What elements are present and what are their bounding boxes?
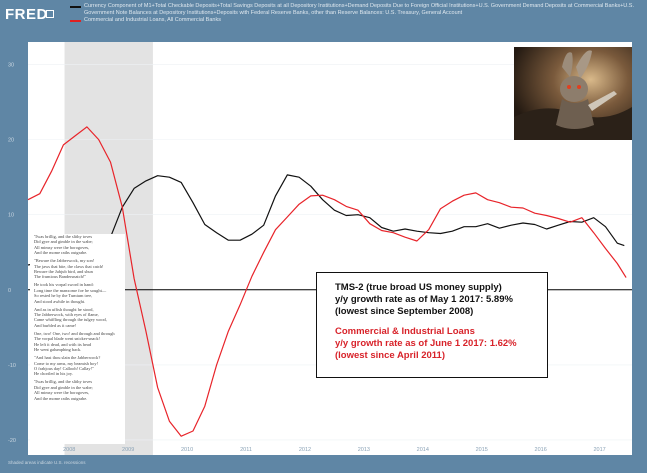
rabbit-thumbnail: [514, 47, 632, 140]
tms-annotation: TMS-2 (true broad US money supply) y/y g…: [335, 282, 547, 318]
y-tick-label: 10: [8, 213, 14, 219]
rabbit-picture: [514, 47, 632, 140]
legend: Currency Component of M1+Total Checkable…: [70, 3, 642, 24]
y-tick-label: -10: [8, 363, 16, 369]
y-tick-label: 0: [8, 288, 11, 294]
footer-source: Shaded areas indicate U.S. recessions: [8, 460, 86, 465]
x-tick-label: 2008: [63, 447, 75, 453]
x-tick-label: 2011: [240, 447, 252, 453]
x-tick-label: 2017: [593, 447, 605, 453]
chart-header: FRED Currency Component of M1+Total Chec…: [0, 0, 647, 40]
y-tick-label: -20: [8, 438, 16, 444]
poem-stanza: One, two! One, two! and through and thro…: [34, 330, 115, 353]
fred-logo-icon: [46, 10, 54, 18]
ci-line: y/y growth rate as of June 1 2017: 1.62%: [335, 338, 517, 349]
x-tick-label: 2013: [358, 447, 370, 453]
series-line-tms: [27, 174, 625, 266]
poem-stanza: He took his vorpal sword in hand: Long t…: [34, 282, 107, 304]
poem-stanza: 'Twas brillig, and the slithy toves Did …: [34, 379, 93, 401]
ci-line: Commercial & Industrial Loans: [335, 326, 475, 337]
x-tick-label: 2015: [476, 447, 488, 453]
poem-stanza: And as in uffish thought he stood, The J…: [34, 306, 107, 328]
fred-logo: FRED: [5, 6, 48, 23]
series-line-ci: [27, 126, 627, 437]
legend-entry-tms: Currency Component of M1+Total Checkable…: [70, 3, 642, 17]
tms-line: y/y growth rate as of May 1 2017: 5.89%: [335, 294, 513, 305]
poem-stanza: 'Twas brillig, and the slithy toves Did …: [34, 234, 93, 256]
x-tick-label: 2014: [417, 447, 429, 453]
legend-swatch-tms: [70, 6, 81, 8]
tms-line: TMS-2 (true broad US money supply): [335, 282, 502, 293]
poem-stanza: "Beware the Jabberwock, my son! The jaws…: [34, 258, 104, 280]
x-tick-label: 2010: [181, 447, 193, 453]
x-tick-label: 2009: [122, 447, 134, 453]
ci-annotation: Commercial & Industrial Loans y/y growth…: [335, 326, 547, 362]
legend-label-tms: Currency Component of M1+Total Checkable…: [84, 3, 635, 16]
y-tick-label: 30: [8, 63, 14, 69]
annotation-box: TMS-2 (true broad US money supply) y/y g…: [316, 272, 548, 378]
tms-line: (lowest since September 2008): [335, 306, 474, 317]
legend-label-ci: Commercial and Industrial Loans, All Com…: [84, 17, 221, 23]
x-tick-label: 2016: [535, 447, 547, 453]
jabberwocky-poem: 'Twas brillig, and the slithy toves Did …: [30, 234, 125, 444]
y-tick-label: 20: [8, 138, 14, 144]
x-tick-label: 2012: [299, 447, 311, 453]
poem-stanza: "And hast thou slain the Jabberwock? Com…: [34, 355, 101, 377]
legend-swatch-ci: [70, 20, 81, 22]
ci-line: (lowest since April 2011): [335, 350, 445, 361]
legend-entry-ci: Commercial and Industrial Loans, All Com…: [70, 17, 642, 24]
